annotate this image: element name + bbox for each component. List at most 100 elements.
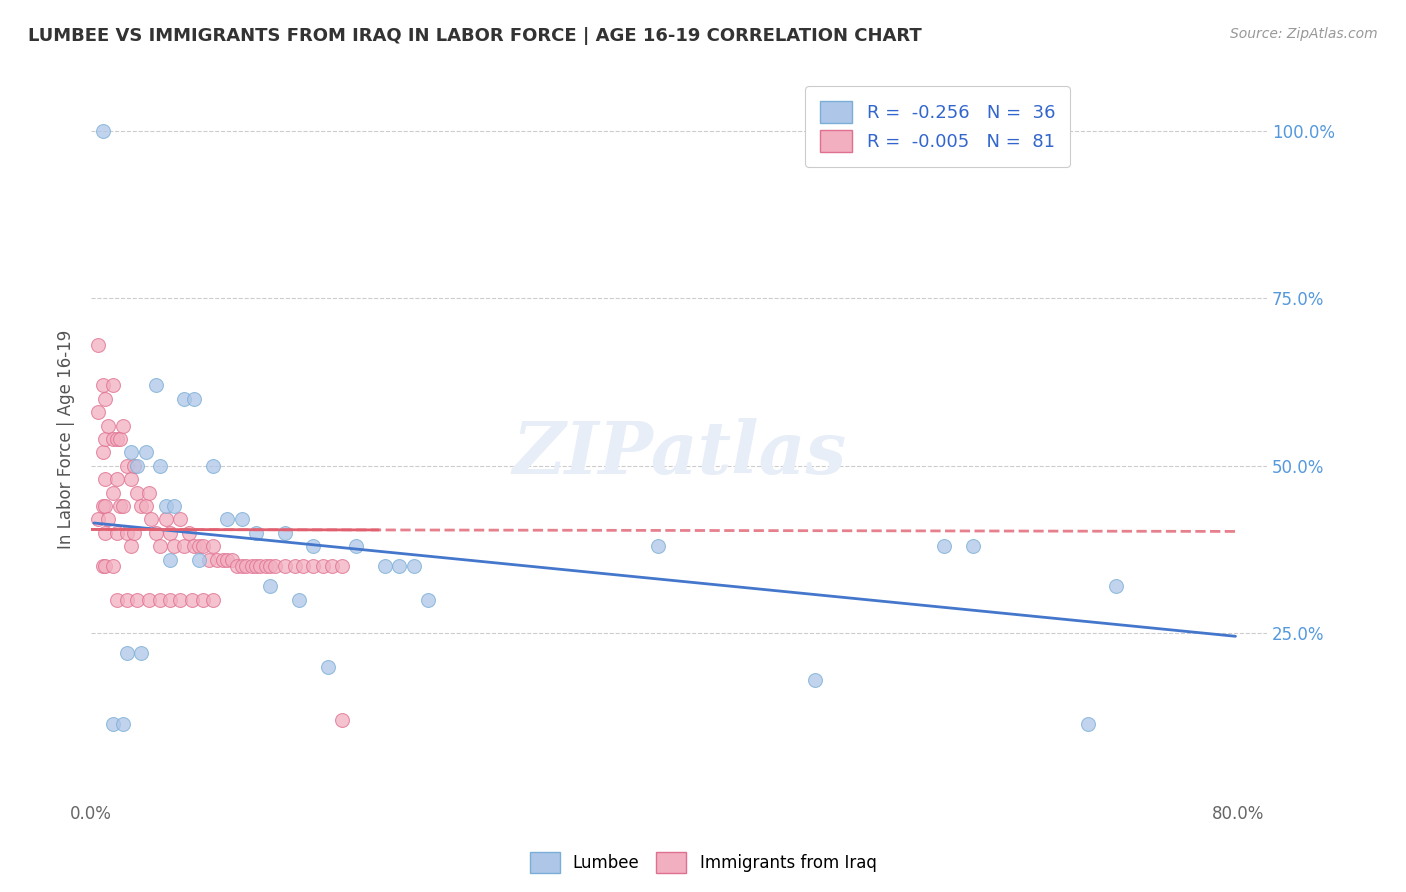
Point: [274, 559, 297, 574]
Point: [91, 124, 114, 138]
Point: [288, 592, 311, 607]
Point: [149, 458, 172, 473]
Legend: R =  -0.256   N =  36, R =  -0.005   N =  81: R = -0.256 N = 36, R = -0.005 N = 81: [806, 87, 1070, 167]
Point: [187, 539, 209, 553]
Point: [197, 552, 219, 566]
Point: [115, 458, 138, 473]
Point: [169, 592, 191, 607]
Point: [316, 659, 339, 673]
Point: [962, 539, 984, 553]
Point: [101, 716, 124, 731]
Point: [125, 485, 148, 500]
Point: [105, 525, 128, 540]
Point: [212, 552, 235, 566]
Point: [259, 559, 281, 574]
Point: [217, 512, 239, 526]
Point: [330, 713, 353, 727]
Point: [217, 552, 239, 566]
Point: [163, 539, 186, 553]
Point: [94, 559, 117, 574]
Point: [330, 559, 353, 574]
Point: [155, 499, 177, 513]
Point: [402, 559, 425, 574]
Point: [284, 559, 307, 574]
Point: [120, 539, 142, 553]
Point: [125, 458, 148, 473]
Point: [302, 539, 325, 553]
Point: [111, 499, 134, 513]
Point: [183, 539, 205, 553]
Point: [91, 559, 114, 574]
Point: [91, 445, 114, 459]
Point: [108, 432, 131, 446]
Point: [149, 539, 172, 553]
Point: [111, 716, 134, 731]
Point: [173, 392, 195, 406]
Point: [934, 539, 956, 553]
Text: LUMBEE VS IMMIGRANTS FROM IRAQ IN LABOR FORCE | AGE 16-19 CORRELATION CHART: LUMBEE VS IMMIGRANTS FROM IRAQ IN LABOR …: [28, 27, 922, 45]
Point: [115, 525, 138, 540]
Point: [131, 499, 153, 513]
Point: [97, 512, 120, 526]
Point: [302, 559, 325, 574]
Point: [221, 552, 243, 566]
Point: [122, 458, 145, 473]
Point: [231, 559, 253, 574]
Point: [122, 525, 145, 540]
Point: [155, 512, 177, 526]
Point: [120, 472, 142, 486]
Point: [145, 378, 167, 392]
Point: [249, 559, 271, 574]
Point: [120, 445, 142, 459]
Point: [202, 539, 225, 553]
Point: [105, 592, 128, 607]
Point: [91, 499, 114, 513]
Point: [94, 499, 117, 513]
Point: [274, 525, 297, 540]
Point: [131, 646, 153, 660]
Point: [87, 512, 110, 526]
Point: [321, 559, 343, 574]
Point: [173, 539, 195, 553]
Point: [202, 592, 225, 607]
Point: [254, 559, 277, 574]
Point: [292, 559, 315, 574]
Point: [94, 432, 117, 446]
Point: [135, 499, 157, 513]
Point: [231, 512, 253, 526]
Text: Source: ZipAtlas.com: Source: ZipAtlas.com: [1230, 27, 1378, 41]
Point: [180, 592, 202, 607]
Point: [344, 539, 367, 553]
Legend: Lumbee, Immigrants from Iraq: Lumbee, Immigrants from Iraq: [523, 846, 883, 880]
Point: [141, 512, 163, 526]
Y-axis label: In Labor Force | Age 16-19: In Labor Force | Age 16-19: [58, 329, 75, 549]
Point: [226, 559, 249, 574]
Point: [1077, 716, 1099, 731]
Point: [245, 525, 267, 540]
Point: [115, 592, 138, 607]
Point: [138, 485, 160, 500]
Point: [388, 559, 411, 574]
Point: [94, 392, 117, 406]
Point: [94, 525, 117, 540]
Point: [87, 405, 110, 419]
Point: [202, 458, 225, 473]
Point: [105, 432, 128, 446]
Point: [101, 378, 124, 392]
Point: [259, 579, 281, 593]
Point: [416, 592, 439, 607]
Point: [240, 559, 263, 574]
Point: [87, 338, 110, 352]
Point: [101, 559, 124, 574]
Point: [115, 646, 138, 660]
Point: [177, 525, 200, 540]
Point: [149, 592, 172, 607]
Point: [1105, 579, 1128, 593]
Point: [245, 559, 267, 574]
Point: [804, 673, 827, 687]
Point: [312, 559, 335, 574]
Point: [111, 418, 134, 433]
Point: [183, 392, 205, 406]
Point: [108, 499, 131, 513]
Point: [207, 552, 229, 566]
